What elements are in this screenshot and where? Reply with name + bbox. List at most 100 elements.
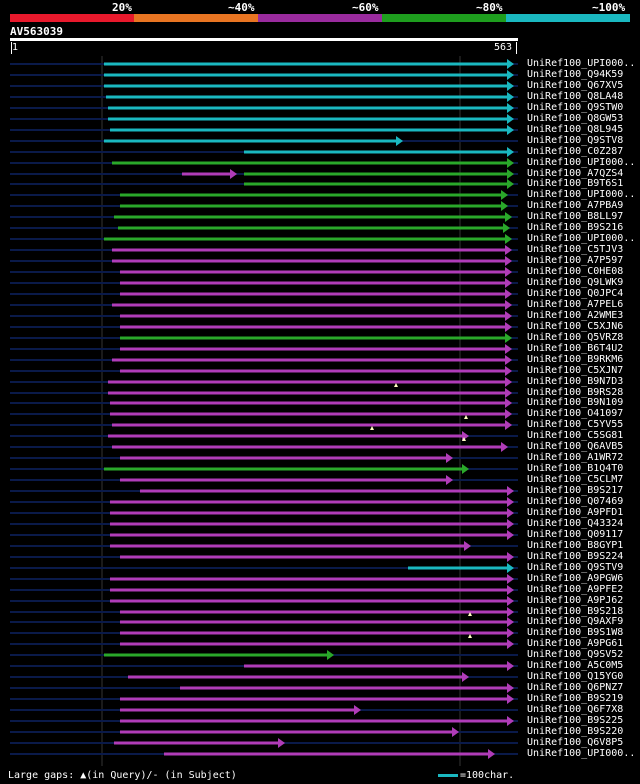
hit-label[interactable]: UniRef100_B1Q4T0 [527, 463, 624, 474]
hit-label[interactable]: UniRef100_B9S224 [527, 551, 624, 562]
hit-label[interactable]: UniRef100_C5SG81 [527, 430, 624, 441]
hit-label[interactable]: UniRef100_A7P597 [527, 255, 624, 266]
hit-arrow [507, 628, 514, 638]
hit-label[interactable]: UniRef100_A7QZS4 [527, 168, 624, 179]
hit-label[interactable]: UniRef100_Q6V8P5 [527, 737, 624, 748]
hit-arrow [505, 355, 512, 365]
hit-label[interactable]: UniRef100_C5CLM7 [527, 474, 624, 485]
hit-label[interactable]: UniRef100_B9S225 [527, 715, 624, 726]
hit-label[interactable]: UniRef100_Q5VRZ8 [527, 332, 624, 343]
coverage-header: 20% ~40% ~60% ~80% ~100% [0, 0, 640, 24]
hit-label[interactable]: UniRef100_Q9STV9 [527, 562, 624, 573]
hit-label[interactable]: UniRef100_O41097 [527, 408, 624, 419]
hit-label[interactable]: UniRef100_Q9LWK9 [527, 277, 624, 288]
hit-label[interactable]: UniRef100_A9PGW6 [527, 573, 624, 584]
hit-label[interactable]: UniRef100_B9N7D3 [527, 376, 624, 387]
percent-label-80: ~80% [476, 1, 503, 14]
hit-label[interactable]: UniRef100_B9S217 [527, 485, 624, 496]
hit-label[interactable]: UniRef100_B9S218 [527, 606, 624, 617]
hit-arrow [462, 464, 469, 474]
hit-arrow [505, 267, 512, 277]
hit-arrow [505, 300, 512, 310]
hit-label[interactable]: UniRef100_C0Z287 [527, 146, 624, 157]
hit-label[interactable]: UniRef100_Q15YG0 [527, 671, 624, 682]
hit-arrow [505, 256, 512, 266]
hit-label[interactable]: UniRef100_C5YV55 [527, 419, 624, 430]
hit-label[interactable]: UniRef100_B9S216 [527, 222, 624, 233]
hit-label[interactable]: UniRef100_Q0JPC4 [527, 288, 624, 299]
hit-arrow [505, 234, 512, 244]
hit-label[interactable]: UniRef100_Q94K59 [527, 69, 624, 80]
hit-label[interactable]: UniRef100_Q9SV52 [527, 649, 624, 660]
hit-label[interactable]: UniRef100_A1WR72 [527, 452, 624, 463]
hit-arrow [507, 114, 514, 124]
hit-label[interactable]: UniRef100_A9PFE2 [527, 584, 624, 595]
hit-label[interactable]: UniRef100_B9RS28 [527, 387, 624, 398]
hit-label[interactable]: UniRef100_A7PBA9 [527, 200, 624, 211]
hit-arrow [488, 749, 495, 759]
hit-label[interactable]: UniRef100_Q09117 [527, 529, 624, 540]
hit-label[interactable]: UniRef100_B6T4U2 [527, 343, 624, 354]
hit-arrow [507, 158, 514, 168]
hit-label[interactable]: UniRef100_C0HE08 [527, 266, 624, 277]
hit-label[interactable]: UniRef100_UPI000.. [527, 189, 636, 200]
ruler-start-tick [11, 42, 12, 54]
hit-label[interactable]: UniRef100_Q07469 [527, 496, 624, 507]
hit-arrow [354, 705, 361, 715]
hit-arrow [507, 617, 514, 627]
hit-label[interactable]: UniRef100_B9S219 [527, 693, 624, 704]
hit-label[interactable]: UniRef100_B9RKM6 [527, 354, 624, 365]
hit-arrow [505, 366, 512, 376]
hit-arrow [505, 333, 512, 343]
hit-label[interactable]: UniRef100_B8LL97 [527, 211, 624, 222]
hit-label[interactable]: UniRef100_Q6AVB5 [527, 441, 624, 452]
hit-label[interactable]: UniRef100_UPI000.. [527, 233, 636, 244]
hit-label[interactable]: UniRef100_A9PG61 [527, 638, 624, 649]
hit-arrow [230, 169, 237, 179]
hit-label[interactable]: UniRef100_UPI000.. [527, 157, 636, 168]
query-gap-marker [464, 415, 468, 419]
hit-label[interactable]: UniRef100_Q8LA48 [527, 91, 624, 102]
hit-label[interactable]: UniRef100_Q6F7X8 [527, 704, 624, 715]
hit-label[interactable]: UniRef100_Q9STV8 [527, 135, 624, 146]
hit-label[interactable]: UniRef100_A2WME3 [527, 310, 624, 321]
hit-label[interactable]: UniRef100_B8GYP1 [527, 540, 624, 551]
hit-label[interactable]: UniRef100_C5XJN6 [527, 321, 624, 332]
hit-arrow [505, 322, 512, 332]
ruler-start-label: 1 [12, 42, 19, 53]
hit-arrow [452, 727, 459, 737]
hit-label[interactable]: UniRef100_Q9STW0 [527, 102, 624, 113]
hit-arrow [507, 639, 514, 649]
hit-label[interactable]: UniRef100_Q8L945 [527, 124, 624, 135]
hit-arrow [507, 563, 514, 573]
hit-arrow [507, 147, 514, 157]
hit-arrow [505, 398, 512, 408]
hit-label[interactable]: UniRef100_UPI000.. [527, 748, 636, 759]
hit-label[interactable]: UniRef100_A9PJ62 [527, 595, 624, 606]
band-80 [382, 14, 506, 22]
hit-label[interactable]: UniRef100_Q8GW53 [527, 113, 624, 124]
hit-label[interactable]: UniRef100_B9T6S1 [527, 178, 624, 189]
hit-arrow [507, 552, 514, 562]
percent-label-40: ~40% [228, 1, 255, 14]
hit-arrow [505, 278, 512, 288]
hit-label[interactable]: UniRef100_Q9AXF9 [527, 616, 624, 627]
hit-arrow [505, 344, 512, 354]
hit-label[interactable]: UniRef100_C5XJN7 [527, 365, 624, 376]
hit-label[interactable]: UniRef100_Q43324 [527, 518, 624, 529]
hit-label[interactable]: UniRef100_B9S1W8 [527, 627, 624, 638]
hit-label[interactable]: UniRef100_A5C0M5 [527, 660, 624, 671]
hit-label[interactable]: UniRef100_A9PFD1 [527, 507, 624, 518]
hit-label[interactable]: UniRef100_B9N109 [527, 397, 624, 408]
hit-label[interactable]: UniRef100_UPI000.. [527, 58, 636, 69]
hit-label[interactable]: UniRef100_A7PEL6 [527, 299, 624, 310]
hit-label[interactable]: UniRef100_Q6PNZ7 [527, 682, 624, 693]
hit-arrow [507, 661, 514, 671]
hit-arrow [507, 716, 514, 726]
hit-arrow [505, 388, 512, 398]
hit-label[interactable]: UniRef100_Q67XV5 [527, 80, 624, 91]
hit-arrow [507, 169, 514, 179]
hit-label[interactable]: UniRef100_B9S220 [527, 726, 624, 737]
hit-arrow [446, 453, 453, 463]
hit-label[interactable]: UniRef100_C5TJV3 [527, 244, 624, 255]
